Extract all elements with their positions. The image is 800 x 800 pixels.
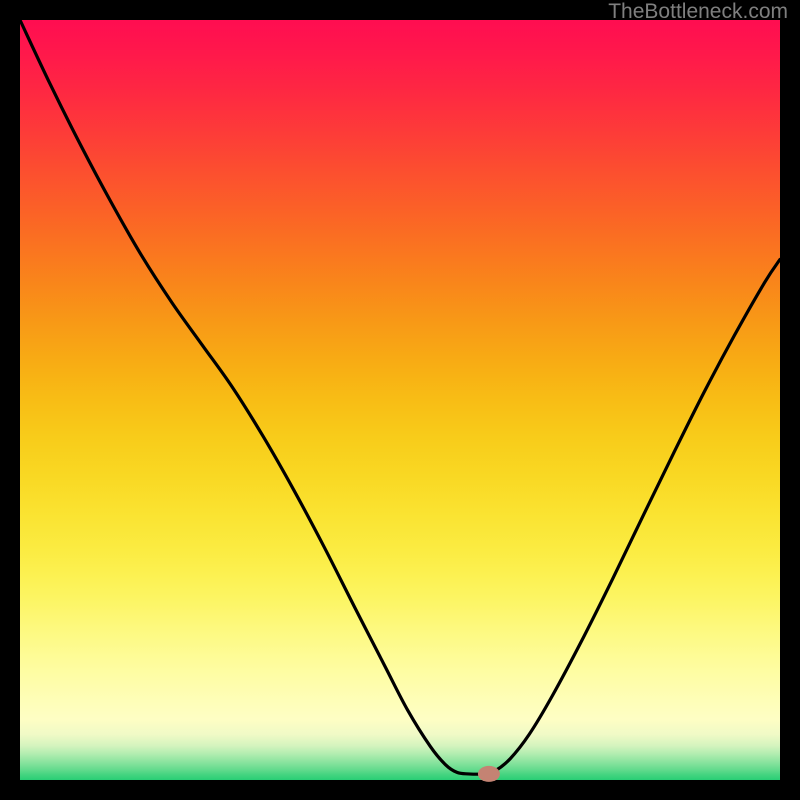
chart-container: TheBottleneck.com xyxy=(0,0,800,800)
chart-background xyxy=(20,20,780,780)
watermark-text: TheBottleneck.com xyxy=(608,0,788,24)
bottleneck-chart xyxy=(0,0,800,800)
optimal-marker xyxy=(478,766,500,782)
